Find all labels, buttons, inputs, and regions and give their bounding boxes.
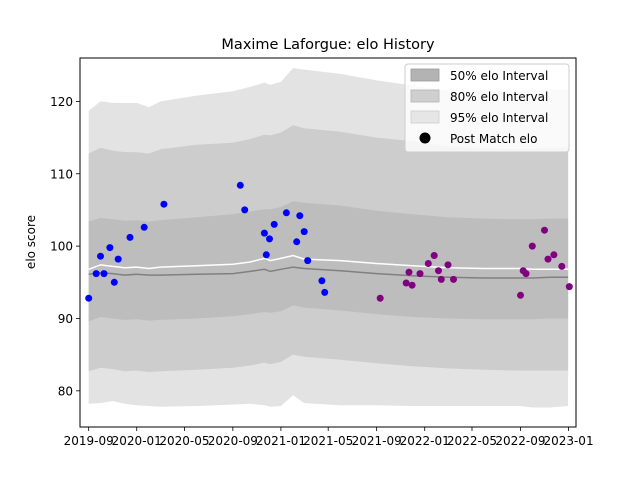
data-point [544,255,552,263]
data-point [304,257,312,265]
x-tick-label: 2019-09 [64,434,114,448]
data-point [241,206,249,214]
legend-label-80: 80% elo Interval [450,90,548,104]
data-point [402,279,410,287]
y-tick-label: 110 [50,167,73,181]
data-point [85,294,93,302]
y-axis-label: elo score [24,215,38,269]
y-tick-label: 80 [58,384,73,398]
x-tick-label: 2020-01 [112,434,162,448]
data-point [321,288,329,296]
x-tick-label: 2020-09 [208,434,258,448]
x-tick-label: 2022-05 [447,434,497,448]
data-point [444,261,452,269]
data-point [126,233,134,241]
data-point [296,212,304,220]
data-point [106,244,114,252]
y-axis: 80 90 100 110 120 [50,95,80,398]
band-50-interval [88,201,569,322]
x-tick-label: 2022-09 [495,434,545,448]
trend-lines [88,254,569,279]
data-point [282,209,290,217]
post-match-points [85,181,573,302]
data-point [300,228,308,236]
legend: 50% elo Interval 80% elo Interval 95% el… [404,63,570,153]
y-tick-label: 90 [58,312,73,326]
legend-label-95: 95% elo Interval [450,111,548,125]
data-point [100,270,108,278]
y-tick-label: 100 [50,240,73,254]
data-point [424,260,432,267]
data-point [293,238,301,246]
data-point [437,275,445,283]
data-point [266,235,273,243]
data-point [550,251,558,259]
interval-bands [88,68,569,408]
legend-marker-post-match [419,132,431,144]
mean-elo-line [88,266,569,279]
data-point [236,181,244,189]
data-point [260,229,268,237]
legend-swatch-80 [410,89,440,103]
data-point [435,267,442,275]
data-point [97,252,104,260]
data-point [376,294,384,302]
data-point [450,275,457,283]
data-point [114,255,122,263]
data-point [517,291,524,299]
data-point [92,270,100,278]
x-tick-label: 2021-01 [256,434,306,448]
data-point [408,281,416,289]
data-point [558,262,566,270]
x-tick-label: 2021-09 [352,434,402,448]
data-point [262,251,270,259]
y-tick-label: 120 [50,95,73,109]
data-point [416,270,424,278]
x-tick-label: 2023-01 [543,434,593,448]
data-point [318,277,326,285]
x-axis: 2019-092020-012020-052020-092021-012021-… [64,427,594,448]
data-point [430,252,438,259]
data-point [565,283,573,291]
x-tick-label: 2021-05 [303,434,353,448]
data-point [541,226,548,234]
data-point [405,268,413,276]
data-point [270,220,278,228]
data-point [110,278,118,286]
x-tick-label: 2020-05 [159,434,209,448]
legend-swatch-95 [410,110,440,124]
median-elo-line [88,254,569,271]
data-point [140,223,148,231]
data-point [522,270,530,278]
legend-label-50: 50% elo Interval [450,69,548,83]
x-tick-label: 2022-01 [400,434,450,448]
legend-label-post-match: Post Match elo [450,132,537,146]
data-point [160,200,168,208]
legend-box [404,63,570,153]
legend-swatch-50 [410,68,440,82]
data-point [528,242,536,250]
chart-title: Maxime Laforgue: elo History [221,37,435,53]
